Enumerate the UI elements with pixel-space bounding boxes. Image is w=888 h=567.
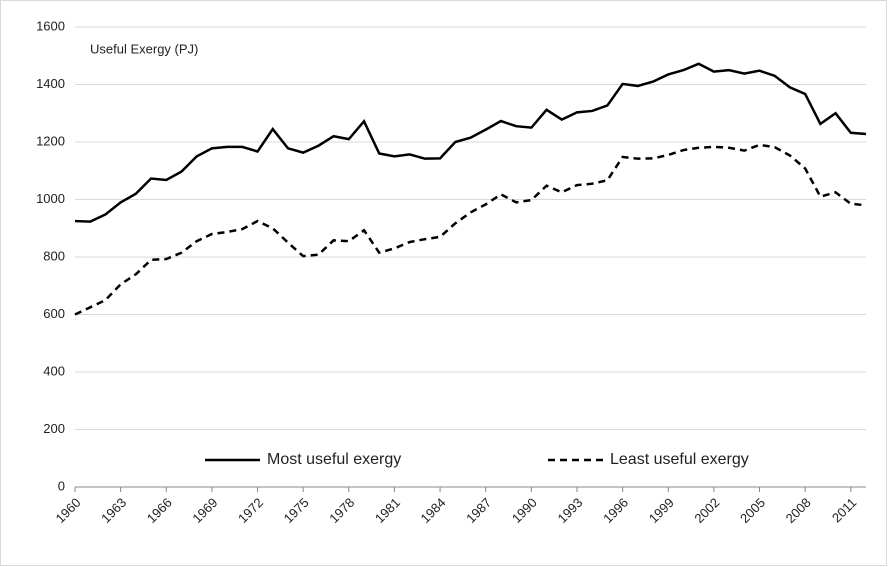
y-tick-label: 400 bbox=[43, 363, 65, 378]
y-tick-label: 1600 bbox=[36, 18, 65, 33]
y-tick-label: 800 bbox=[43, 248, 65, 263]
y-tick-label: 1200 bbox=[36, 133, 65, 148]
y-tick-label: 200 bbox=[43, 421, 65, 436]
y-tick-label: 1000 bbox=[36, 191, 65, 206]
y-axis-title: Useful Exergy (PJ) bbox=[90, 41, 198, 56]
y-tick-label: 1400 bbox=[36, 76, 65, 91]
series-line bbox=[74, 62, 867, 223]
legend-label: Least useful exergy bbox=[610, 451, 749, 468]
y-tick-label: 600 bbox=[43, 306, 65, 321]
series-line bbox=[74, 143, 867, 316]
y-tick-label: 0 bbox=[58, 478, 65, 493]
legend-label: Most useful exergy bbox=[267, 451, 401, 468]
